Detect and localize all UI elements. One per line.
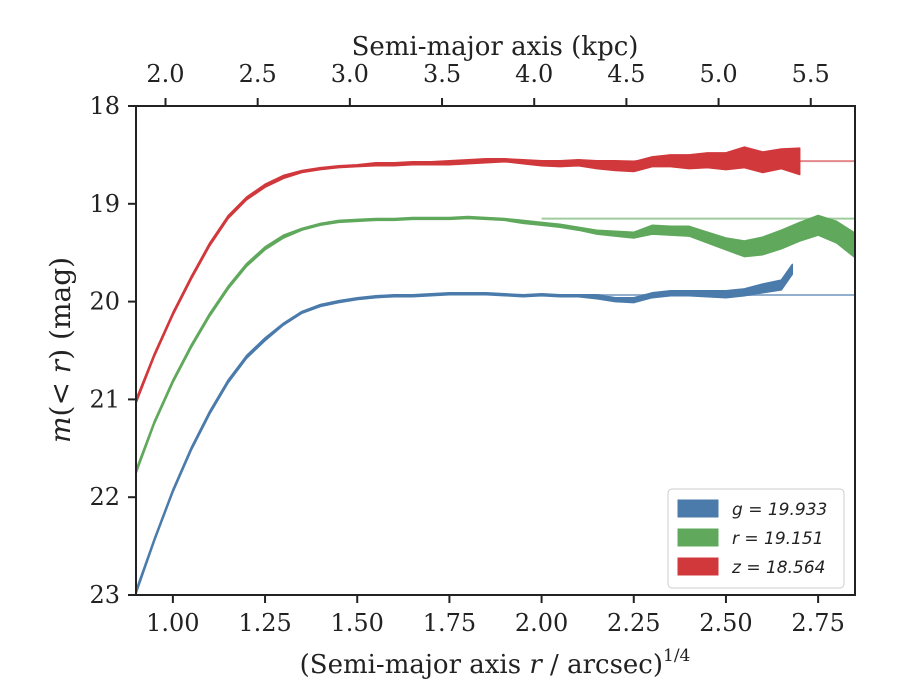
band-r	[136, 214, 855, 475]
y-tick-label: 20	[89, 288, 120, 316]
y-tick-label: 23	[89, 581, 120, 609]
top-tick-label: 5.0	[699, 60, 737, 88]
band-z	[136, 146, 801, 405]
top-tick-label: 4.5	[607, 60, 645, 88]
x-tick-label: 2.00	[515, 609, 568, 637]
y-axis-title: m(< r) (mag)	[44, 257, 77, 443]
x-axis-title-exponent: 1/4	[663, 646, 690, 666]
top-tick-label: 4.0	[515, 60, 553, 88]
top-tick-label: 3.0	[331, 60, 369, 88]
axes: 1.00 1.25 1.50 1.75 2.00 2.25 2.50 2.75 18 19 20 21…	[89, 60, 844, 637]
top-tick-label: 3.5	[423, 60, 461, 88]
y-axis-title-m: m	[44, 416, 77, 443]
top-tick-label: 5.5	[792, 60, 830, 88]
legend-swatch-g	[677, 499, 719, 518]
top-tick-label: 2.5	[239, 60, 277, 88]
band-g	[136, 263, 794, 595]
plot-frame	[135, 105, 856, 596]
top-tick-label: 2.0	[146, 60, 184, 88]
y-tick-label: 22	[89, 483, 120, 511]
legend-swatch-r	[677, 528, 719, 547]
x-tick-label: 1.25	[238, 609, 291, 637]
top-axis-title: Semi-major axis (kpc)	[352, 32, 639, 62]
legend: g = 19.933 r = 19.151 z = 18.564	[667, 488, 845, 589]
legend-label-z: z = 18.564	[731, 558, 825, 578]
legend-label-g: g = 19.933	[732, 500, 827, 520]
x-tick-label: 2.75	[791, 609, 844, 637]
y-tick-label: 21	[89, 385, 120, 413]
x-axis-title-var: r	[529, 650, 543, 680]
y-axis-title-r: r	[44, 358, 77, 373]
x-tick-label: 1.00	[146, 609, 199, 637]
y-tick-label: 18	[89, 92, 120, 120]
x-axis-title: (Semi-major axis r / arcsec)1/4	[300, 646, 691, 680]
x-tick-label: 2.25	[607, 609, 660, 637]
x-tick-label: 1.75	[423, 609, 476, 637]
x-tick-label: 1.50	[331, 609, 384, 637]
legend-label-r: r = 19.151	[732, 529, 824, 549]
plot-area	[136, 146, 855, 595]
y-tick-label: 19	[89, 190, 120, 218]
legend-swatch-z	[677, 557, 719, 576]
x-tick-label: 2.50	[699, 609, 752, 637]
